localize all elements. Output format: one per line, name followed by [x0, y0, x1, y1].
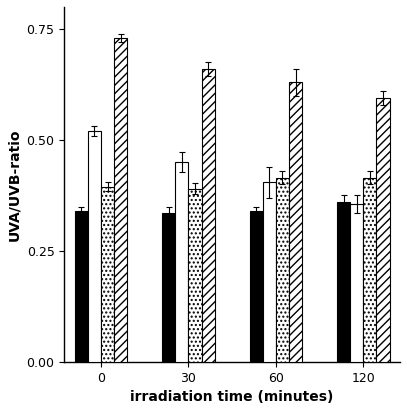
- Bar: [289, 82, 302, 362]
- Bar: [337, 202, 350, 362]
- Bar: [175, 162, 188, 362]
- Bar: [101, 187, 114, 362]
- Bar: [249, 211, 263, 362]
- Y-axis label: UVA/UVB-ratio: UVA/UVB-ratio: [7, 128, 21, 240]
- Bar: [263, 182, 276, 362]
- X-axis label: irradiation time (minutes): irradiation time (minutes): [131, 390, 334, 404]
- Bar: [114, 38, 127, 362]
- Bar: [162, 213, 175, 362]
- Bar: [276, 178, 289, 362]
- Bar: [88, 131, 101, 362]
- Bar: [75, 211, 88, 362]
- Bar: [363, 178, 376, 362]
- Bar: [188, 189, 201, 362]
- Bar: [376, 98, 389, 362]
- Bar: [350, 204, 363, 362]
- Bar: [201, 69, 214, 362]
